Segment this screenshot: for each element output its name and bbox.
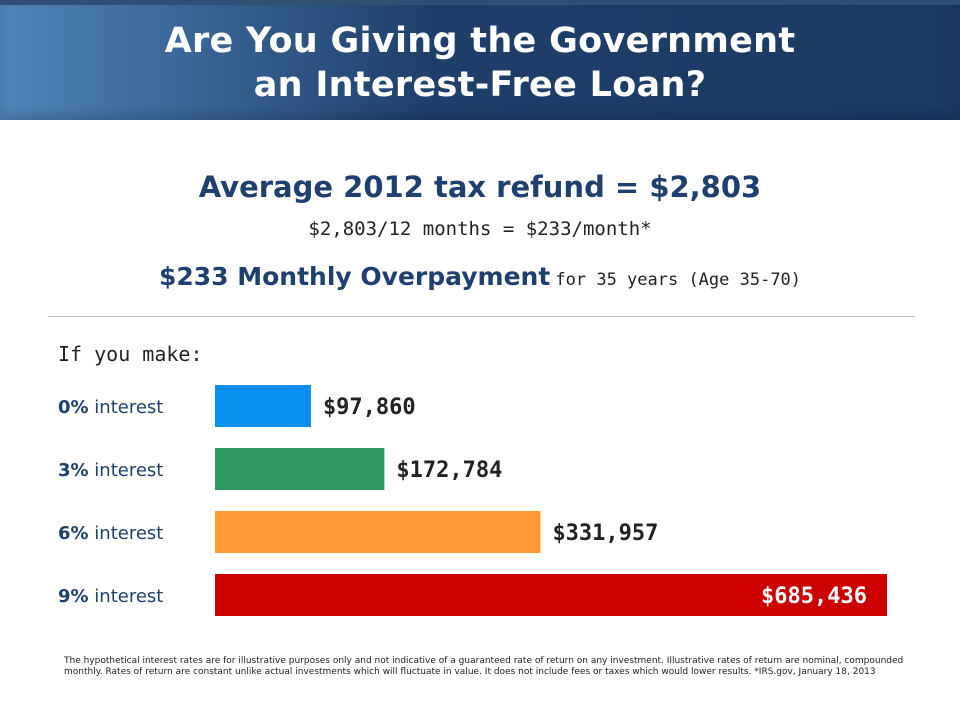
slide-title: Are You Giving the Government an Interes… [0,19,960,107]
monthly-calculation: $2,803/12 months = $233/month* [308,218,652,240]
value-label: $97,860 [323,395,416,420]
category-rate: 3% [58,460,89,481]
category-suffix: interest [89,586,164,607]
category-label: 6% interest [58,523,163,544]
category-rate: 6% [58,523,89,544]
category-rate: 9% [58,586,89,607]
disclaimer-footnote: The hypothetical interest rates are for … [64,656,904,677]
value-label: $331,957 [552,521,658,546]
category-suffix: interest [89,523,164,544]
average-refund-headline: Average 2012 tax refund = $2,803 [198,170,762,204]
slide-title-line-1: Are You Giving the Government [164,21,796,61]
slide-title-line-2: an Interest-Free Loan? [253,65,707,105]
bar [215,448,385,490]
if-you-make-label: If you make: [58,342,203,366]
category-label: 3% interest [58,460,163,481]
title-banner: Are You Giving the Government an Interes… [0,5,960,120]
value-label: $172,784 [396,458,502,483]
category-rate: 0% [58,397,89,418]
bar [215,574,887,616]
overpayment-amount: $233 Monthly Overpayment [158,262,551,291]
category-suffix: interest [89,460,164,481]
category-label: 0% interest [58,397,163,418]
overpayment-duration: for 35 years (Age 35-70) [555,270,802,290]
category-suffix: interest [89,397,164,418]
bar [215,385,311,427]
category-label: 9% interest [58,586,163,607]
value-label: $685,436 [761,584,867,609]
overpayment-line: $233 Monthly Overpayment for 35 years (A… [0,262,960,291]
bar [215,511,541,553]
section-divider [48,316,914,317]
interest-bar-chart: 0% interest $97,860 3% interest $172,784 6% … [58,385,887,616]
top-accent-line [0,0,960,5]
